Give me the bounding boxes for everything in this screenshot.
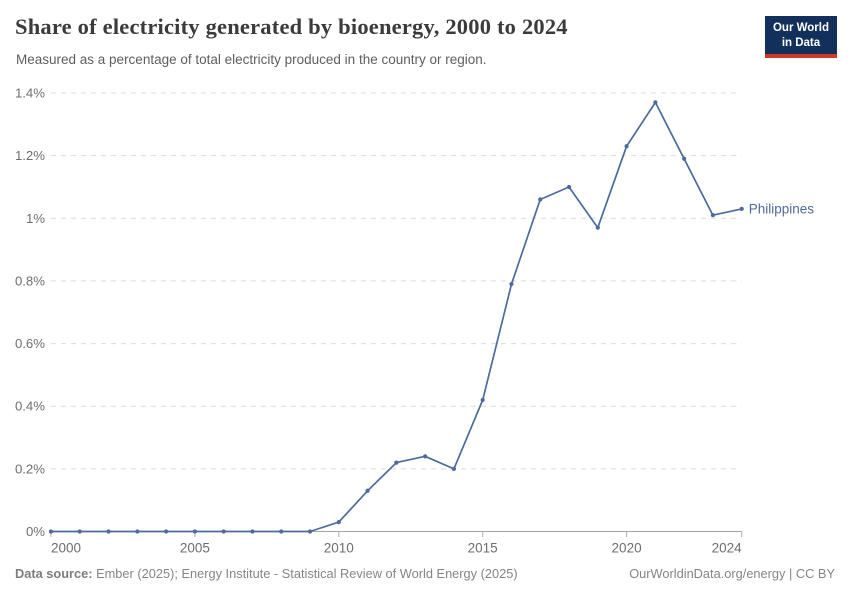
data-line[interactable] [50,101,743,533]
data-point[interactable] [336,520,341,525]
data-point[interactable] [394,460,399,465]
data-point[interactable] [106,529,111,534]
y-tick-label: 0.2% [15,461,45,476]
data-point[interactable] [135,529,140,534]
page-title: Share of electricity generated by bioene… [15,14,568,39]
data-point[interactable] [48,529,54,534]
data-source-text: Ember (2025); Energy Institute - Statist… [96,566,518,581]
data-point[interactable] [566,184,572,190]
y-tick-label: 0.8% [15,273,45,288]
data-point[interactable] [365,488,370,493]
owid-logo[interactable]: Our World in Data [764,16,837,59]
data-point[interactable] [192,529,197,534]
data-point[interactable] [710,213,716,218]
entity-label[interactable]: Philippines [749,201,815,216]
chart-subtitle: Measured as a percentage of total electr… [16,52,487,67]
chart-footer: Data source: Ember (2025); Energy Instit… [15,566,835,581]
data-point[interactable] [77,529,82,534]
data-point[interactable] [221,529,226,534]
x-tick-label: 2010 [324,541,354,556]
x-tick-label: 2015 [468,541,498,556]
data-point[interactable] [250,529,255,534]
y-tick-label: 1.2% [15,148,45,163]
y-tick-label: 0.4% [15,399,45,414]
data-point[interactable] [739,206,744,211]
owid-logo-line2: in Data [781,36,821,49]
y-tick-label: 0.6% [15,336,45,351]
line-chart: 0% 0.2% 0.4% 0.6% 0.8% 1% 1.2% 1.4% 2000 2005 2010… [15,86,815,556]
x-tick-label: 2024 [712,541,743,556]
x-tick-label: 2020 [612,541,642,556]
y-tick-label: 1.4% [15,86,45,101]
y-tick-label: 0% [26,524,45,539]
data-point[interactable] [509,281,514,287]
data-point[interactable] [279,529,284,534]
data-point[interactable] [595,225,600,230]
x-tick-label: 2000 [51,541,81,556]
data-point[interactable] [653,100,658,105]
data-source-label: Data source: [15,566,93,581]
data-source: Data source: Ember (2025); Energy Instit… [15,566,518,581]
data-point[interactable] [451,466,457,471]
owid-logo-line1: Our World [772,22,829,34]
x-tick-label: 2005 [180,541,210,556]
data-point[interactable] [164,529,169,534]
data-point[interactable] [307,529,313,534]
data-point[interactable] [624,144,629,149]
data-point[interactable] [682,156,687,161]
y-tick-label: 1% [26,211,45,226]
data-point[interactable] [538,197,543,202]
data-point[interactable] [423,454,428,459]
footer-link[interactable]: OurWorldinData.org/energy | CC BY [629,566,835,581]
data-point[interactable] [480,397,485,403]
